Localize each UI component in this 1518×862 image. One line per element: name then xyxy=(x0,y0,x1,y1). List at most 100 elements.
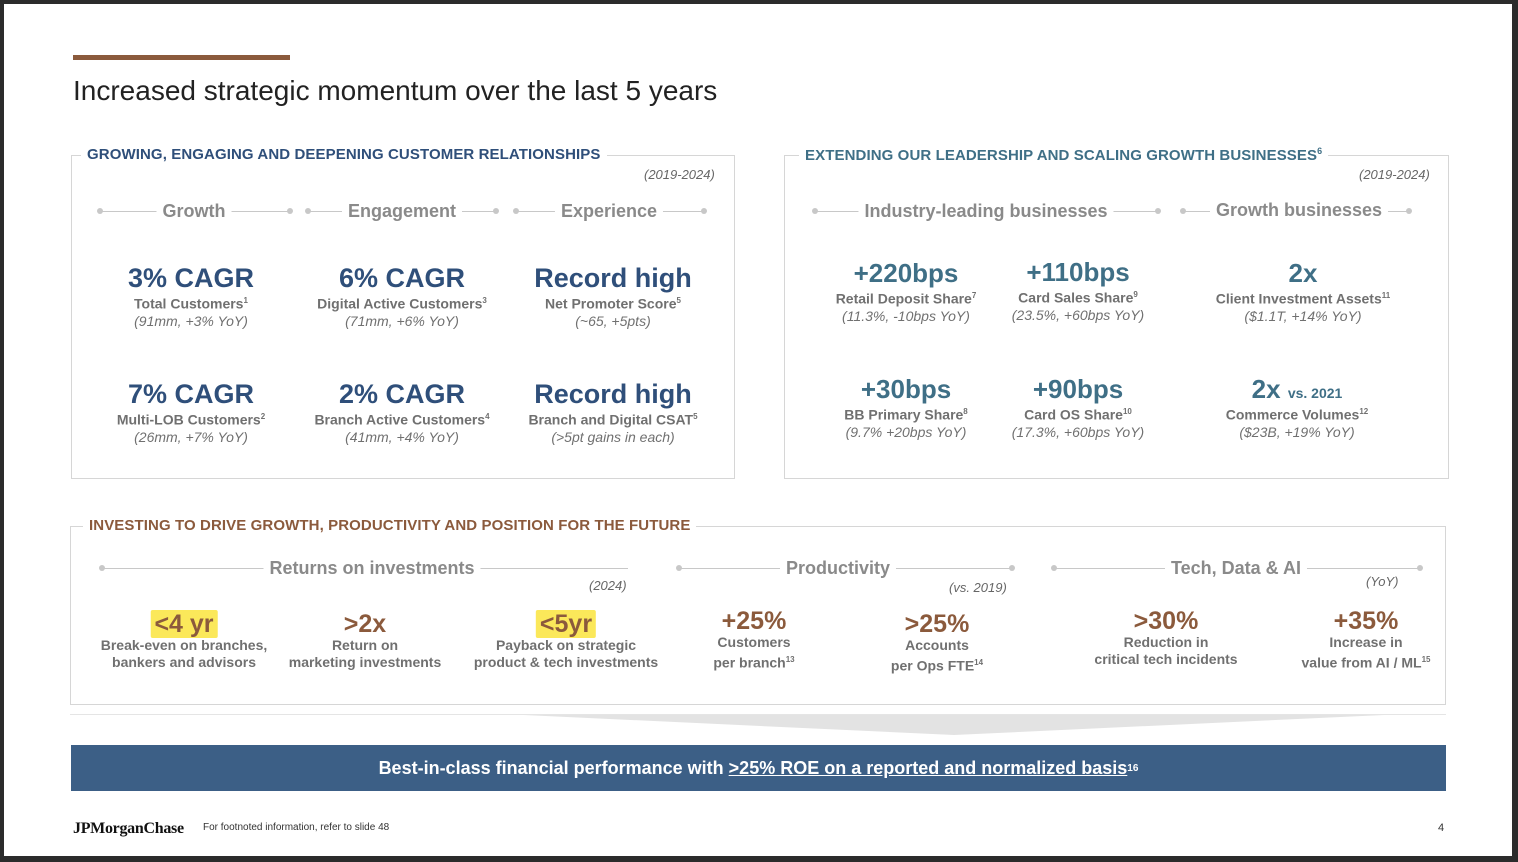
metric-sub: ($1.1T, +14% YoY) xyxy=(1244,307,1362,324)
investing-panel-label: INVESTING TO DRIVE GROWTH, PRODUCTIVITY … xyxy=(83,517,697,534)
metric-bb-primary-share: +30bps BB Primary Share8 (9.7% +20bps Yo… xyxy=(844,374,968,441)
metric-digital-active-customers: 6% CAGR Digital Active Customers3 (71mm,… xyxy=(317,264,487,330)
metric-label: Branch and Digital CSAT xyxy=(528,412,694,428)
header-experience: Experience xyxy=(554,201,664,222)
metric-line1: Return on xyxy=(331,637,399,654)
header-dot xyxy=(99,565,105,571)
footnote-ref: 2 xyxy=(260,412,266,422)
header-dot xyxy=(676,565,682,571)
header-dot xyxy=(1155,208,1161,214)
metric-value: +110bps xyxy=(1026,257,1130,287)
metric-line1: Customers xyxy=(717,634,791,651)
metric-customers-per-branch: +25% Customers per branch13 xyxy=(713,608,794,672)
metric-sub: (41mm, +4% YoY) xyxy=(345,429,459,445)
metric-line2: product & tech investments xyxy=(473,654,659,671)
metric-line1: Increase in xyxy=(1329,634,1403,651)
footnote-ref: 10 xyxy=(1122,407,1132,417)
footnote-ref: 6 xyxy=(1317,146,1323,156)
highlighted-value: <4 yr xyxy=(150,610,218,638)
metric-value: 2x xyxy=(1288,258,1318,288)
down-chevron-shape xyxy=(524,715,1384,735)
footnote-ref: 13 xyxy=(785,655,795,665)
metric-value: 6% CAGR xyxy=(338,263,466,293)
metric-sub: (91mm, +3% YoY) xyxy=(134,313,248,329)
header-growth: Growth xyxy=(156,201,232,222)
metric-value: 2x xyxy=(1251,374,1281,404)
header-tech-data-ai: Tech, Data & AI xyxy=(1164,558,1308,579)
metric-line2: critical tech incidents xyxy=(1094,651,1238,668)
metric-sub: (~65, +5pts) xyxy=(575,313,651,329)
metric-card-sales-share: +110bps Card Sales Share9 (23.5%, +60bps… xyxy=(1012,257,1144,324)
metric-value: +90bps xyxy=(1032,374,1124,404)
footnote-ref: 4 xyxy=(485,412,490,422)
metric-value-suffix: vs. 2021 xyxy=(1287,385,1343,401)
footnote-ref: 5 xyxy=(676,296,681,306)
metric-value: +30bps xyxy=(860,374,952,404)
leadership-panel-range: (2019-2024) xyxy=(1359,167,1430,182)
metric-value: +220bps xyxy=(853,258,959,288)
metric-line1: Payback on strategic xyxy=(495,637,637,654)
header-dot xyxy=(1417,565,1423,571)
metric-card-os-share: +90bps Card OS Share10 (17.3%, +60bps Yo… xyxy=(1011,374,1145,441)
header-dot xyxy=(1051,565,1057,571)
metric-return-marketing: >2x Return on marketing investments xyxy=(289,611,442,671)
metric-value: >30% xyxy=(1133,607,1199,635)
metric-label: Multi-LOB Customers xyxy=(116,412,261,428)
metric-payback: <5yr Payback on strategic product & tech… xyxy=(473,610,659,671)
returns-range: (2024) xyxy=(589,578,627,593)
metric-value: >25% xyxy=(904,610,970,638)
footnote-ref: 5 xyxy=(693,412,698,422)
customer-panel-range: (2019-2024) xyxy=(644,167,715,182)
banner-prefix: Best-in-class financial performance with xyxy=(378,757,729,778)
divider-line xyxy=(70,714,1446,715)
metric-client-investment-assets: 2x Client Investment Assets11 ($1.1T, +1… xyxy=(1216,258,1391,325)
header-dot xyxy=(305,208,311,214)
metric-value: 7% CAGR xyxy=(127,379,255,409)
investing-panel: INVESTING TO DRIVE GROWTH, PRODUCTIVITY … xyxy=(70,517,1446,705)
metric-net-promoter-score: Record high Net Promoter Score5 (~65, +5… xyxy=(534,264,692,330)
header-dot xyxy=(513,208,519,214)
metric-sub: (71mm, +6% YoY) xyxy=(345,313,459,329)
metric-total-customers: 3% CAGR Total Customers1 (91mm, +3% YoY) xyxy=(128,264,254,330)
footnote-ref: 1 xyxy=(243,296,248,306)
company-logo: JPMorganChase xyxy=(73,820,184,837)
footnote-ref: 16 xyxy=(1127,762,1139,774)
metric-label: Branch Active Customers xyxy=(314,412,486,428)
metric-value: +35% xyxy=(1333,607,1399,635)
footnote-ref: 9 xyxy=(1133,290,1138,300)
metric-label: Card Sales Share xyxy=(1018,289,1134,306)
metric-label: Digital Active Customers xyxy=(317,296,483,312)
header-productivity: Productivity xyxy=(779,558,897,579)
metric-label: Retail Deposit Share xyxy=(835,290,972,307)
footnote-text: For footnoted information, refer to slid… xyxy=(203,822,390,833)
metric-label: Card OS Share xyxy=(1024,406,1123,423)
metric-value: 3% CAGR xyxy=(127,263,255,293)
header-dot xyxy=(1009,565,1015,571)
header-returns: Returns on investments xyxy=(263,558,481,579)
metric-value: 2% CAGR xyxy=(338,379,466,409)
page-title: Increased strategic momentum over the la… xyxy=(73,75,718,106)
metric-line2: bankers and advisors xyxy=(112,654,256,671)
metric-label: BB Primary Share xyxy=(844,406,964,423)
leadership-label-text: EXTENDING OUR LEADERSHIP AND SCALING GRO… xyxy=(805,147,1318,164)
header-dot xyxy=(701,208,707,214)
header-dot xyxy=(493,208,499,214)
metric-line2: per branch xyxy=(713,654,786,671)
metric-label: Net Promoter Score xyxy=(545,296,677,312)
metric-sub: (26mm, +7% YoY) xyxy=(134,429,248,445)
productivity-range: (vs. 2019) xyxy=(949,580,1007,595)
metric-sub: (9.7% +20bps YoY) xyxy=(845,423,967,440)
header-growth-businesses: Growth businesses xyxy=(1209,200,1389,221)
footnote-ref: 11 xyxy=(1381,291,1391,301)
footnote-ref: 3 xyxy=(482,296,487,306)
banner-emphasis: >25% ROE on a reported and normalized ba… xyxy=(728,757,1128,778)
metric-branch-active-customers: 2% CAGR Branch Active Customers4 (41mm, … xyxy=(314,380,489,446)
metric-line1: Reduction in xyxy=(1123,634,1209,651)
customer-relationships-panel: GROWING, ENGAGING AND DEEPENING CUSTOMER… xyxy=(71,146,735,479)
metric-line2: per Ops FTE xyxy=(890,657,975,674)
footnote-ref: 8 xyxy=(963,407,968,417)
metric-commerce-volumes: 2x vs. 2021 Commerce Volumes12 ($23B, +1… xyxy=(1226,374,1368,441)
metric-line1: Accounts xyxy=(905,637,969,654)
metric-branch-digital-csat: Record high Branch and Digital CSAT5 (>5… xyxy=(528,380,697,446)
metric-sub: (17.3%, +60bps YoY) xyxy=(1011,423,1145,440)
